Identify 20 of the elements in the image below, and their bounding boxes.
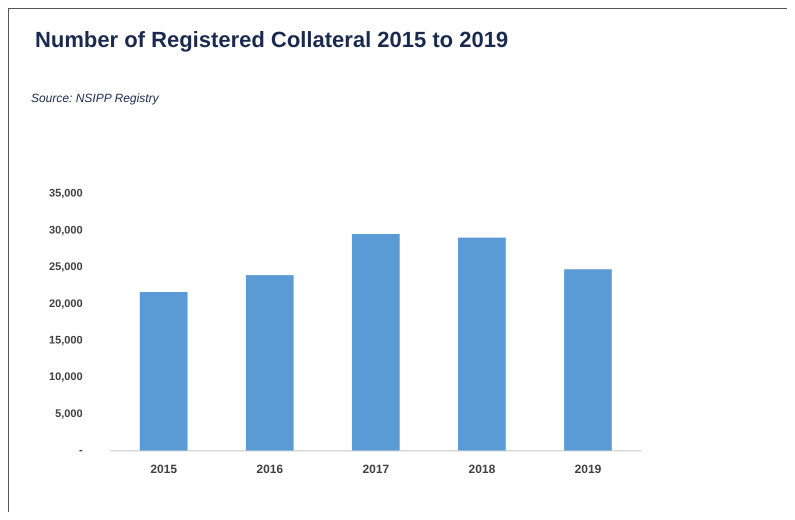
bar <box>458 238 506 451</box>
y-tick-label: 15,000 <box>48 334 83 346</box>
bar <box>564 269 612 451</box>
y-tick-label: 20,000 <box>48 298 83 310</box>
y-tick-label: 5,000 <box>55 408 83 420</box>
bar <box>140 292 188 451</box>
x-tick-label: 2018 <box>468 462 496 476</box>
bar <box>352 234 400 451</box>
x-tick-label: 2019 <box>574 462 602 476</box>
chart-title: Number of Registered Collateral 2015 to 2019 <box>35 27 508 53</box>
x-tick-label: 2015 <box>150 462 178 476</box>
x-tick-label: 2017 <box>362 462 390 476</box>
y-tick-label: 35,000 <box>48 188 83 200</box>
source-note: Source: NSIPP Registry <box>31 91 159 105</box>
bar <box>246 275 294 451</box>
y-tick-label: - <box>78 444 83 457</box>
y-tick-label: 30,000 <box>48 224 83 236</box>
y-tick-label: 25,000 <box>48 261 83 274</box>
x-tick-label: 2016 <box>256 462 284 476</box>
y-tick-label: 10,000 <box>48 371 83 384</box>
